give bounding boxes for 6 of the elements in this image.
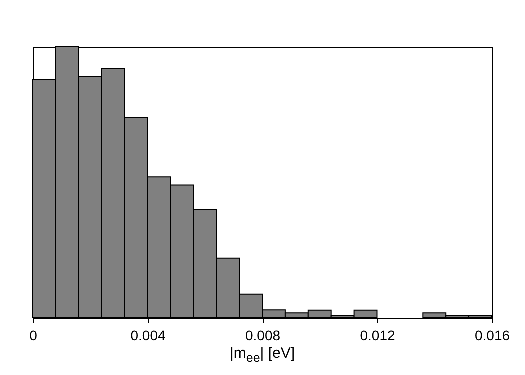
x-tick-label: 0.008	[245, 328, 281, 344]
x-tick-label: 0	[30, 328, 38, 344]
x-tick-label: 0.004	[130, 328, 166, 344]
x-tick-label: 0.016	[474, 328, 510, 344]
x-tick-label: 0.012	[360, 328, 396, 344]
x-axis-title: |m$_{ee}$| [eV]	[228, 345, 296, 365]
